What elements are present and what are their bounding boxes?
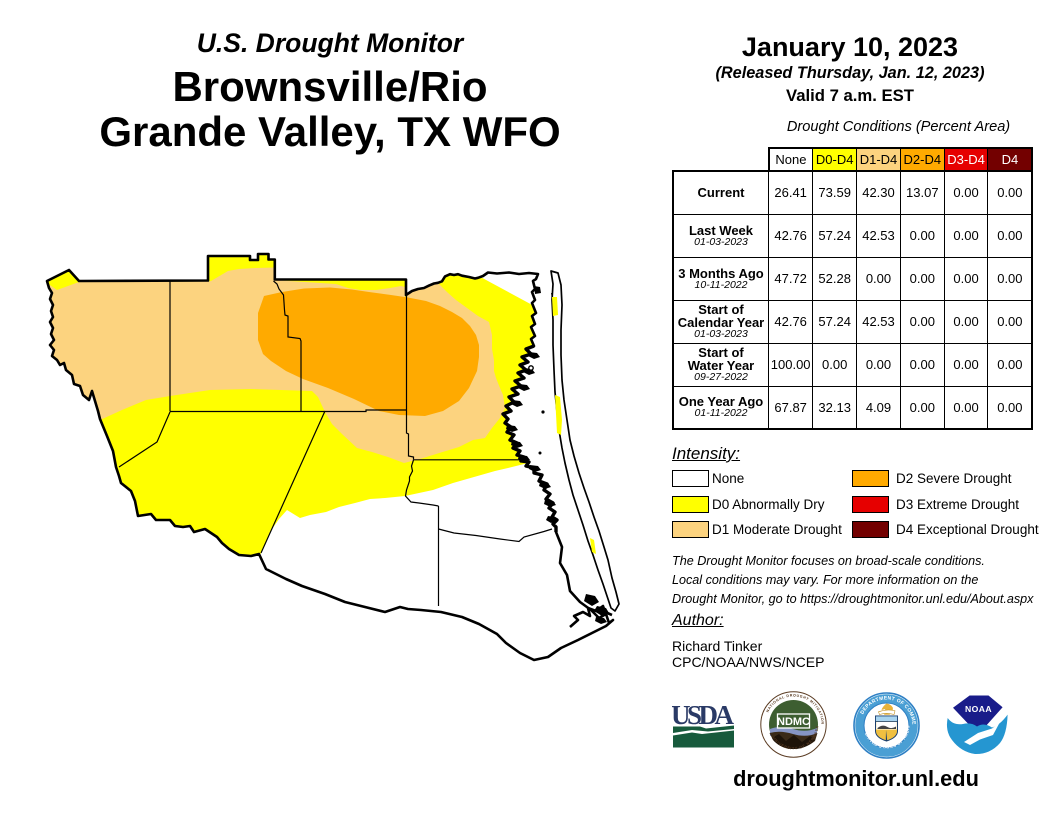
svg-text:USDA: USDA — [672, 703, 735, 730]
svg-text:NOAA: NOAA — [965, 704, 992, 714]
svg-text:NDMC: NDMC — [777, 716, 810, 728]
